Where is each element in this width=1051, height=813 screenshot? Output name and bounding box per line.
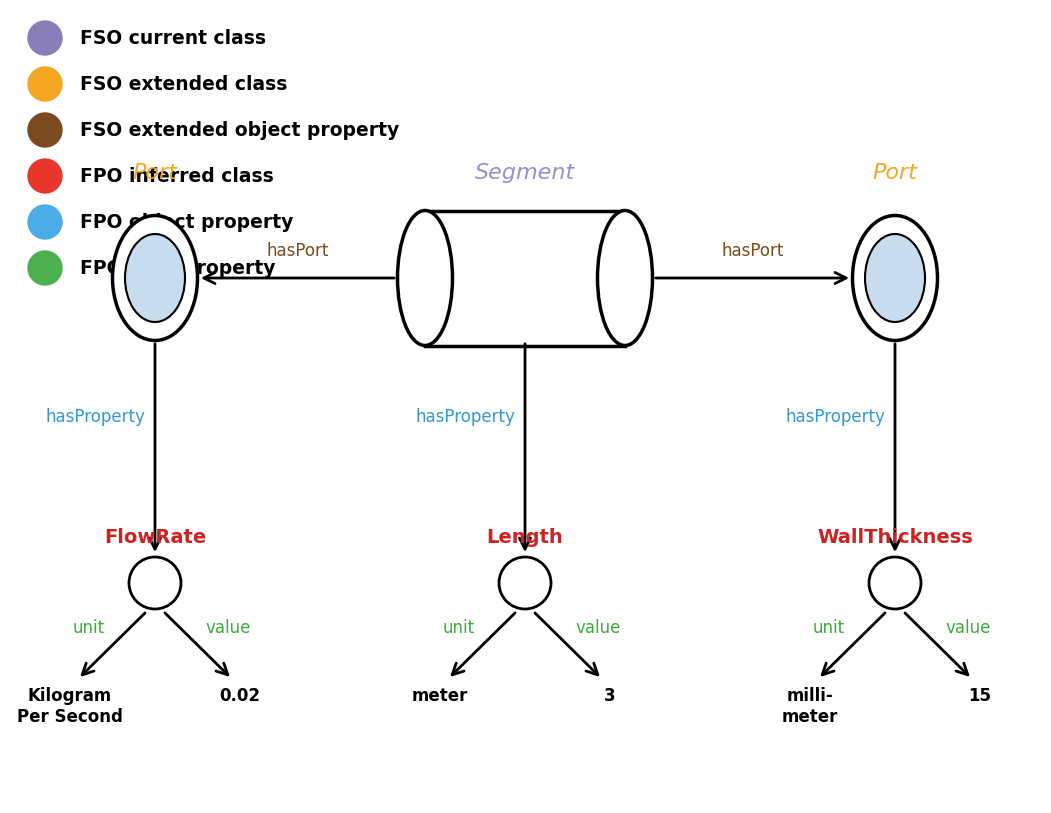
Text: hasProperty: hasProperty [45,408,145,426]
Text: FSO extended class: FSO extended class [80,75,287,93]
Text: Kilogram
Per Second: Kilogram Per Second [17,687,123,726]
Circle shape [499,557,551,609]
Text: milli-
meter: milli- meter [782,687,839,726]
Ellipse shape [598,211,653,346]
Text: unit: unit [442,619,474,637]
Text: Length: Length [487,528,563,547]
Text: hasPort: hasPort [721,242,784,260]
Text: FPO data property: FPO data property [80,259,275,277]
Text: FPO inferred class: FPO inferred class [80,167,273,185]
Circle shape [28,67,62,101]
Text: Segment: Segment [475,163,575,183]
Text: Port: Port [872,163,918,183]
Circle shape [28,251,62,285]
Ellipse shape [865,234,925,322]
Circle shape [28,159,62,193]
Ellipse shape [125,234,185,322]
Text: unit: unit [73,619,104,637]
Ellipse shape [852,215,937,341]
Text: meter: meter [412,687,468,705]
Text: WallThickness: WallThickness [817,528,973,547]
Text: 3: 3 [604,687,616,705]
Circle shape [129,557,181,609]
Text: unit: unit [812,619,845,637]
Text: value: value [206,619,251,637]
Ellipse shape [112,215,198,341]
Text: value: value [946,619,991,637]
Text: FSO current class: FSO current class [80,28,266,47]
Text: FSO extended object property: FSO extended object property [80,120,399,140]
Circle shape [28,21,62,55]
Text: hasProperty: hasProperty [785,408,885,426]
Text: FPO object property: FPO object property [80,212,293,232]
Text: 15: 15 [969,687,991,705]
Text: FlowRate: FlowRate [104,528,206,547]
Text: hasProperty: hasProperty [415,408,515,426]
Text: 0.02: 0.02 [220,687,261,705]
Circle shape [869,557,921,609]
Text: value: value [576,619,621,637]
Circle shape [28,113,62,147]
Circle shape [28,205,62,239]
Text: hasPort: hasPort [266,242,329,260]
Text: Port: Port [132,163,178,183]
Bar [425,211,625,346]
Ellipse shape [397,211,453,346]
